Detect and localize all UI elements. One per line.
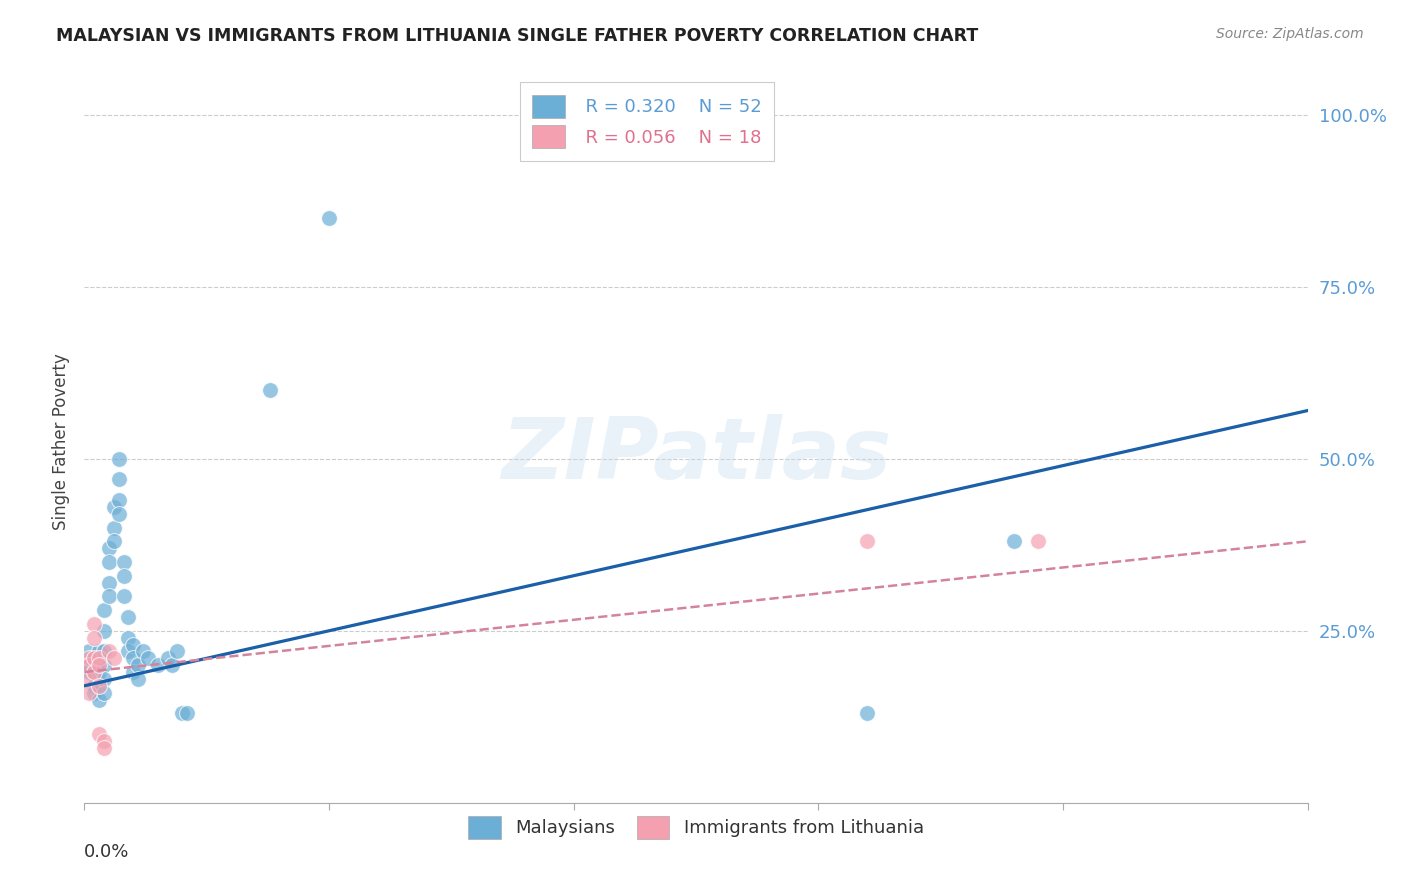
Point (117, 644, 139, 658)
Point (127, 658, 149, 673)
Point (93, 603, 115, 617)
Point (83, 665, 105, 679)
Point (93, 734, 115, 748)
Point (132, 644, 155, 658)
Point (87, 679, 110, 693)
Point (83, 631, 105, 645)
Point (103, 520, 125, 534)
Point (112, 555, 135, 569)
Point (83, 616, 105, 631)
Point (97, 590, 120, 604)
Point (97, 555, 120, 569)
Point (87, 692, 110, 706)
Text: Source: ZipAtlas.com: Source: ZipAtlas.com (1216, 27, 1364, 41)
Point (318, 211, 340, 225)
Point (93, 644, 115, 658)
Point (93, 740, 115, 755)
Point (77, 686, 100, 700)
Point (122, 638, 145, 652)
Point (107, 451, 129, 466)
Text: MALAYSIAN VS IMMIGRANTS FROM LITHUANIA SINGLE FATHER POVERTY CORRELATION CHART: MALAYSIAN VS IMMIGRANTS FROM LITHUANIA S… (56, 27, 979, 45)
Point (77, 658, 100, 673)
Point (77, 665, 100, 679)
Point (93, 672, 115, 686)
Point (117, 631, 139, 645)
Point (112, 590, 135, 604)
Point (97, 541, 120, 556)
Point (1002, 534, 1025, 549)
Point (122, 651, 145, 665)
Point (83, 651, 105, 665)
Point (77, 672, 100, 686)
Point (156, 651, 179, 665)
Point (97, 644, 120, 658)
Point (83, 651, 105, 665)
Point (107, 507, 129, 521)
Point (93, 624, 115, 638)
Point (136, 651, 159, 665)
Point (856, 706, 879, 721)
Point (87, 651, 110, 665)
Point (856, 534, 879, 549)
Point (146, 658, 169, 673)
Point (162, 658, 184, 673)
Point (87, 651, 110, 665)
Point (1028, 534, 1050, 549)
Text: ZIPatlas: ZIPatlas (501, 415, 891, 498)
Point (103, 500, 125, 514)
Point (93, 658, 115, 673)
Point (83, 686, 105, 700)
Point (77, 651, 100, 665)
Point (87, 658, 110, 673)
Point (103, 651, 125, 665)
Point (93, 686, 115, 700)
Point (107, 493, 129, 508)
Point (112, 568, 135, 582)
Point (97, 575, 120, 590)
Point (77, 658, 100, 673)
Y-axis label: Single Father Poverty: Single Father Poverty (52, 353, 70, 530)
Point (103, 534, 125, 549)
Point (87, 644, 110, 658)
Point (117, 610, 139, 624)
Point (83, 679, 105, 693)
Point (87, 665, 110, 679)
Point (87, 727, 110, 741)
Point (166, 644, 188, 658)
Point (176, 706, 198, 721)
Point (122, 665, 145, 679)
Point (259, 383, 281, 397)
Point (172, 706, 194, 721)
Point (87, 679, 110, 693)
Legend: Malaysians, Immigrants from Lithuania: Malaysians, Immigrants from Lithuania (460, 806, 932, 848)
Point (83, 665, 105, 679)
Point (127, 672, 149, 686)
Point (77, 644, 100, 658)
Text: 0.0%: 0.0% (84, 843, 129, 861)
Point (107, 472, 129, 486)
